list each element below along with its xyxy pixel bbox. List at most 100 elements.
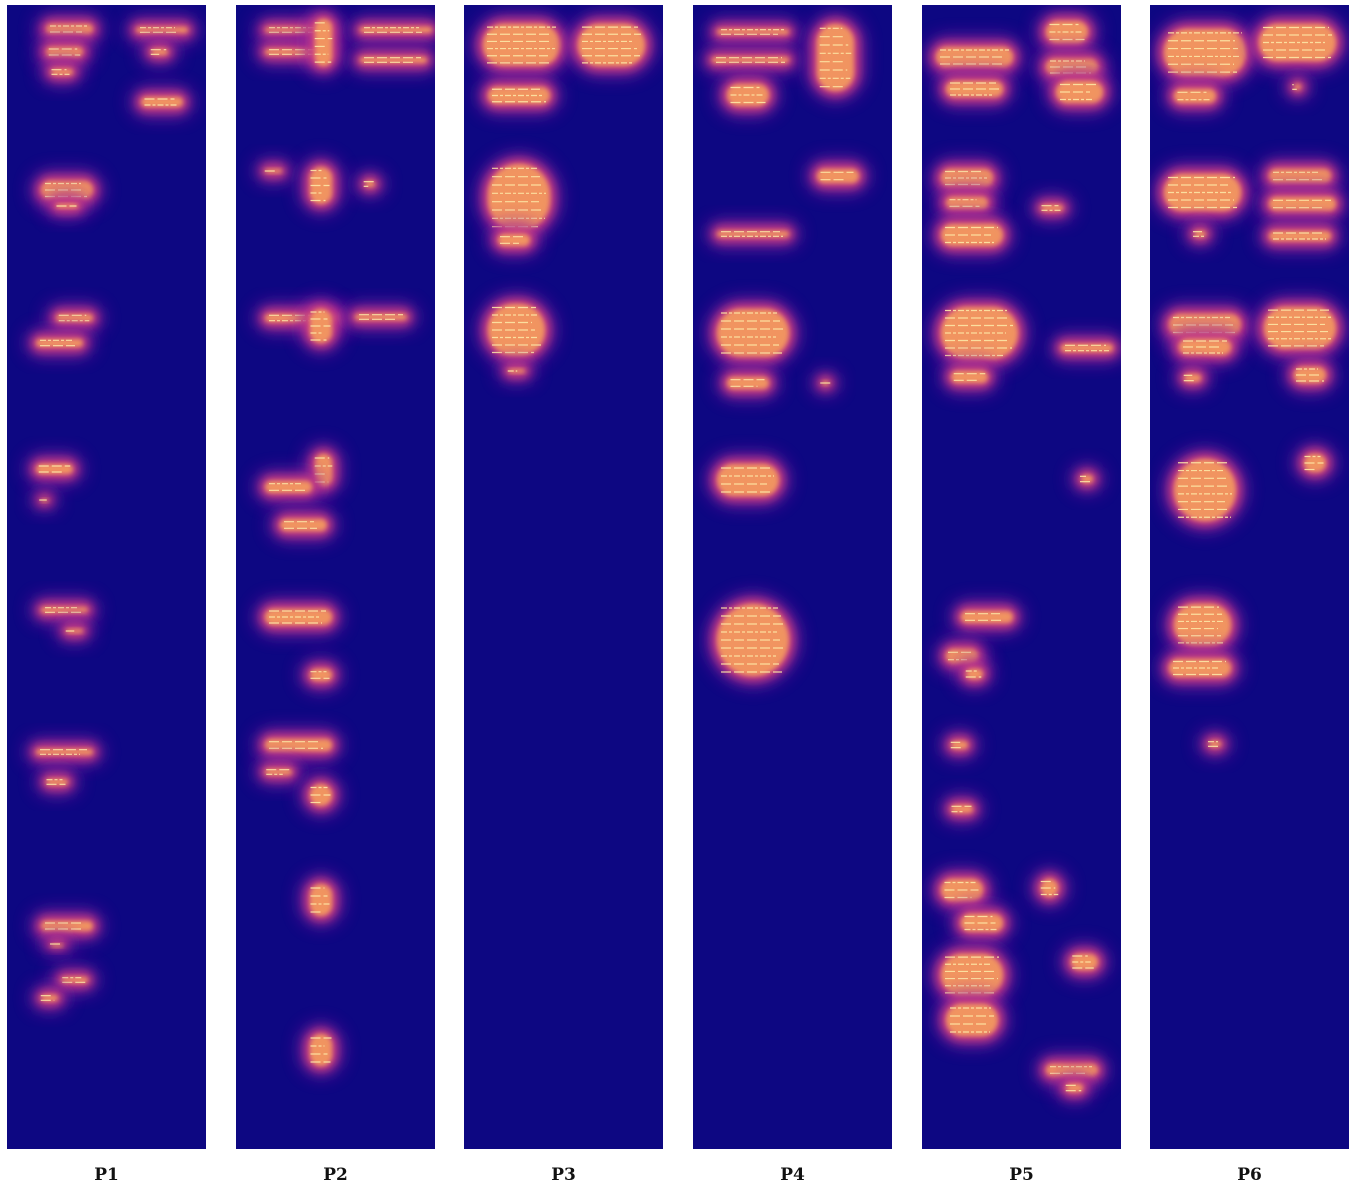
attention-blob [36, 769, 78, 795]
attention-blob [1031, 195, 1073, 221]
attention-blob [931, 944, 1013, 1006]
attention-blob [1174, 364, 1211, 392]
attention-blob [926, 37, 1023, 77]
attention-blob [300, 874, 342, 926]
attention-blob [1164, 449, 1246, 531]
attention-blob [46, 194, 88, 218]
attention-blob [488, 224, 540, 256]
attention-blob [707, 454, 789, 506]
attention-blob [51, 967, 98, 993]
attention-blob [1051, 334, 1121, 362]
attention-blob [936, 187, 998, 219]
attention-blob [1154, 19, 1256, 86]
attention-blob [941, 361, 998, 393]
attention-blob [1036, 1054, 1108, 1086]
attention-blob [255, 759, 302, 785]
attention-blob [931, 214, 1013, 256]
attention-blob [936, 994, 1008, 1046]
attention-blob [1249, 14, 1346, 71]
attention-blob [41, 59, 83, 85]
attention-blob [941, 795, 983, 823]
attention-blob [956, 659, 993, 689]
attention-blob [1164, 79, 1226, 113]
attention-blob [717, 367, 779, 399]
panel-label-p6: P6 [1237, 1165, 1262, 1185]
attention-blob [936, 71, 1013, 107]
attention-blob [812, 371, 839, 395]
attention-blob [1031, 869, 1068, 907]
panel-label-p3: P3 [551, 1165, 576, 1185]
attention-blob [36, 37, 93, 67]
attention-blob [1159, 649, 1241, 687]
attention-blob [31, 985, 68, 1011]
attention-blob [1259, 187, 1346, 221]
heatmap-panel-p3 [464, 5, 663, 1149]
attention-blob [305, 444, 342, 496]
heatmap-canvas-p2 [255, 9, 435, 1076]
attention-blob [473, 14, 570, 76]
heatmap-canvas-p4 [702, 14, 869, 686]
panel-label-p2: P2 [323, 1165, 348, 1185]
attention-blob [350, 17, 435, 43]
attention-blob [300, 157, 342, 214]
attention-blob [1046, 71, 1113, 113]
attention-blob [26, 739, 103, 765]
attention-blob [498, 359, 535, 383]
attention-blob [46, 304, 103, 332]
attention-blob [36, 14, 103, 44]
heatmap-panel-p5 [922, 5, 1121, 1149]
attention-blob [568, 14, 655, 76]
attention-blob [807, 159, 869, 193]
panel-label-p4: P4 [780, 1165, 805, 1185]
attention-blob [255, 471, 322, 503]
attention-blob [707, 221, 799, 247]
panel-label-p1: P1 [94, 1165, 119, 1185]
attention-blob [1164, 594, 1241, 656]
attention-blob [1154, 164, 1251, 221]
attention-blob [702, 47, 799, 73]
attention-blob [270, 509, 337, 541]
heatmap-panel-p4 [693, 5, 892, 1149]
attention-blob [26, 454, 83, 484]
attention-blob [707, 299, 799, 367]
attention-blob [717, 74, 779, 116]
attention-blob [941, 731, 978, 759]
attention-blob [1169, 329, 1241, 365]
attention-blob [126, 17, 198, 43]
attention-blob [345, 304, 417, 330]
heatmap-canvas-p3 [473, 14, 655, 383]
heatmap-panel-p2 [236, 5, 435, 1149]
attention-blob [1284, 357, 1336, 393]
attention-blob [31, 597, 98, 623]
attention-blob [300, 774, 342, 816]
attention-blob [355, 171, 385, 197]
attention-blob [300, 1024, 342, 1076]
heatmap-canvas-p5 [926, 11, 1121, 1102]
attention-blob [350, 47, 435, 73]
attention-blob [255, 599, 342, 635]
heatmap-canvas-p1 [26, 14, 198, 1011]
attention-blob [255, 159, 292, 183]
attention-blob [807, 14, 864, 101]
attention-blob [951, 904, 1013, 942]
attention-blob [305, 9, 342, 76]
attention-blob [931, 869, 993, 911]
heatmap-panel-p1 [7, 5, 206, 1149]
heatmap-panel-p6 [1150, 5, 1349, 1149]
attention-blob [1036, 11, 1098, 53]
attention-blob [1056, 1074, 1093, 1102]
attention-blob [31, 911, 103, 941]
attention-blob [300, 299, 342, 353]
heatmap-canvas-p6 [1154, 14, 1346, 757]
attention-blob [255, 729, 342, 761]
attention-blob [951, 601, 1023, 633]
attention-blob [300, 659, 342, 691]
attention-blob [1071, 465, 1103, 493]
attention-blob [931, 297, 1028, 369]
attention-blob [26, 329, 93, 357]
attention-blob [31, 489, 58, 511]
attention-blob [1199, 731, 1231, 757]
attention-blob [478, 294, 555, 366]
attention-blob [478, 77, 560, 114]
attention-blob [56, 619, 93, 643]
